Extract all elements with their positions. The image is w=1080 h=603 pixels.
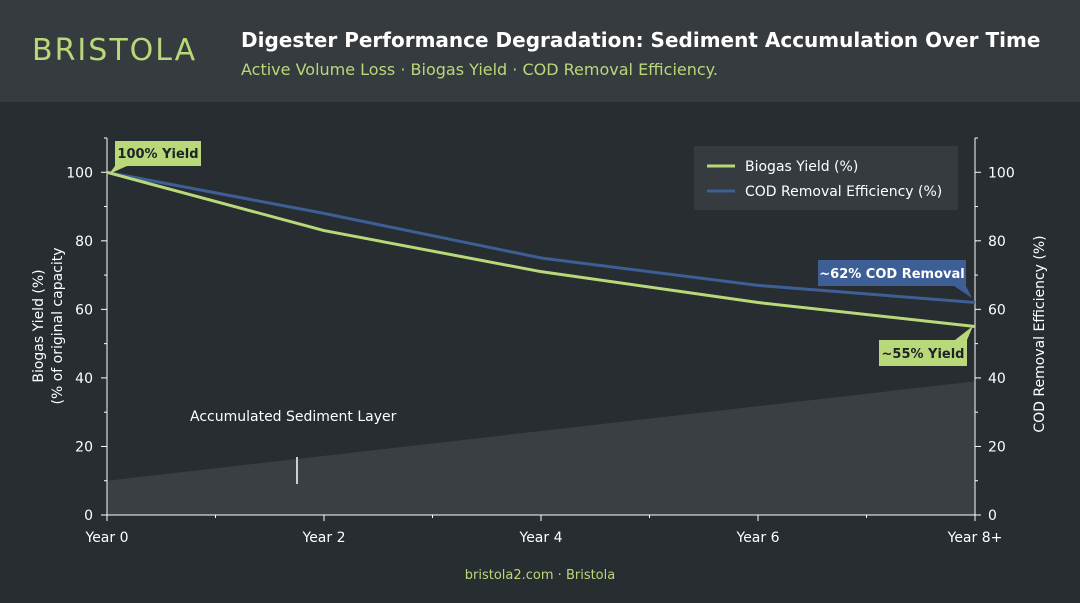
start-yield-label: 100% Yield bbox=[117, 147, 198, 162]
x-tick-label: Year 4 bbox=[519, 530, 563, 546]
left-axis-subtitle: (% of original capacity bbox=[50, 247, 66, 404]
line-chart: Accumulated Sediment Layer 0 0 20 20 40 40 60 60… bbox=[31, 137, 1048, 546]
right-y-tick-label: 0 bbox=[988, 508, 997, 524]
chart-subtitle: Active Volume Loss · Biogas Yield · COD … bbox=[241, 60, 718, 79]
biogas-yield-line bbox=[106, 170, 976, 328]
sediment-label: Accumulated Sediment Layer bbox=[190, 409, 397, 425]
bristola-logo: BRISTOLA bbox=[32, 33, 198, 68]
legend-cod-label: COD Removal Efficiency (%) bbox=[745, 184, 942, 200]
chart-title: Digester Performance Degradation: Sedime… bbox=[241, 28, 1041, 52]
footer-credit: bristola2.com · Bristola bbox=[464, 568, 616, 583]
right-y-tick-label: 60 bbox=[988, 302, 1006, 318]
end-yield-label: ~55% Yield bbox=[882, 347, 965, 362]
sediment-area bbox=[107, 381, 975, 515]
right-y-tick-label: 20 bbox=[988, 439, 1006, 455]
end-yield-callout bbox=[879, 340, 967, 366]
end-cod-label: ~62% COD Removal bbox=[819, 267, 964, 282]
left-axis-title: Biogas Yield (%) bbox=[31, 269, 47, 382]
legend-biogas-label: Biogas Yield (%) bbox=[745, 159, 858, 175]
x-tick-label: Year 6 bbox=[736, 530, 780, 546]
left-y-tick-label: 40 bbox=[75, 371, 93, 387]
left-y-tick-label: 0 bbox=[84, 508, 93, 524]
end-cod-callout-pointer bbox=[954, 286, 972, 298]
legend-box bbox=[694, 146, 958, 210]
start-yield-callout-pointer bbox=[109, 166, 127, 174]
right-y-tick-label: 80 bbox=[988, 234, 1006, 250]
right-y-tick-label: 100 bbox=[988, 165, 1015, 181]
right-axis-title: COD Removal Efficiency (%) bbox=[1032, 235, 1048, 432]
left-y-tick-label: 60 bbox=[75, 302, 93, 318]
end-cod-callout bbox=[818, 260, 966, 286]
left-y-tick-label: 100 bbox=[66, 165, 93, 181]
cod-removal-line bbox=[106, 170, 976, 305]
end-yield-callout-pointer bbox=[955, 326, 973, 340]
left-y-tick-label: 80 bbox=[75, 234, 93, 250]
left-y-tick-label: 20 bbox=[75, 439, 93, 455]
x-tick-label: Year 8+ bbox=[947, 530, 1003, 546]
start-yield-callout bbox=[115, 141, 201, 166]
header-bar: BRISTOLA Digester Performance Degradatio… bbox=[0, 0, 1080, 102]
x-tick-label: Year 2 bbox=[302, 530, 346, 546]
x-tick-label: Year 0 bbox=[85, 530, 129, 546]
right-y-tick-label: 40 bbox=[988, 371, 1006, 387]
